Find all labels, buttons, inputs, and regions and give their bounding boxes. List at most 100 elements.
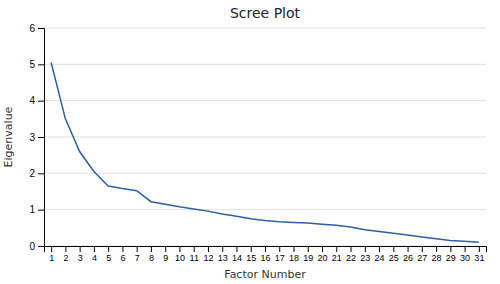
y-tick: 1: [29, 204, 44, 215]
x-tick: 15: [246, 246, 256, 263]
x-tick-label: 14: [232, 253, 242, 263]
x-tick-label: 18: [289, 253, 299, 263]
x-tick-mark: [151, 246, 152, 252]
x-tick-mark: [308, 246, 309, 252]
x-tick-mark: [436, 246, 437, 252]
y-tick-mark: [38, 137, 44, 138]
y-tick-label: 3: [29, 132, 35, 143]
y-tick-mark: [38, 173, 44, 174]
x-tick-label: 23: [360, 253, 370, 263]
title: Scree Plot: [230, 5, 301, 21]
x-tick-mark: [279, 246, 280, 252]
x-tick-mark: [422, 246, 423, 252]
grid-line: [44, 64, 486, 65]
x-tick: 11: [190, 246, 199, 263]
y-axis: 0123456: [29, 23, 44, 252]
x-tick-label: 6: [120, 253, 125, 263]
x-tick: 5: [106, 246, 111, 263]
x-tick: 8: [149, 246, 154, 263]
x-tick-label: 26: [403, 253, 413, 263]
x-tick: 22: [346, 246, 356, 263]
x-tick-mark: [265, 246, 266, 252]
grid: [44, 28, 486, 246]
x-axis: 1234567891011121314151617181920212223242…: [45, 246, 487, 263]
x-tick-label: 1: [49, 253, 54, 263]
grid-line: [44, 209, 486, 210]
x-tick-mark: [450, 246, 451, 252]
y-axis-line: [38, 29, 45, 247]
x-tick: 24: [375, 246, 385, 263]
y-tick-mark: [38, 28, 44, 29]
y-tick-label: 4: [29, 95, 35, 106]
x-tick-label: 8: [149, 253, 154, 263]
x-tick-label: 9: [163, 253, 168, 263]
x-tick: 27: [417, 246, 427, 263]
x-tick-mark: [108, 246, 109, 252]
x-tick-mark: [94, 246, 95, 252]
y-tick-label: 1: [29, 204, 35, 215]
line: [51, 63, 479, 243]
x-tick-mark: [322, 246, 323, 252]
x-tick-mark: [379, 246, 380, 252]
x-tick-mark: [65, 246, 66, 252]
x-tick: 31: [474, 246, 484, 263]
x-tick-mark: [222, 246, 223, 252]
y-tick: 6: [29, 23, 44, 34]
x-tick-label: 31: [474, 253, 484, 263]
x-tick-mark: [165, 246, 166, 252]
x-tick-label: 4: [92, 253, 97, 263]
y-tick-mark: [38, 246, 44, 247]
x-tick-label: 21: [332, 253, 342, 263]
x-tick: 17: [275, 246, 285, 263]
x-tick-mark: [194, 246, 195, 252]
x-tick: 10: [175, 246, 185, 263]
x-tick: 29: [446, 246, 456, 263]
y-tick-mark: [38, 210, 44, 211]
x-tick-label: 27: [417, 253, 427, 263]
x-tick: 25: [389, 246, 399, 263]
marks: [51, 63, 479, 243]
x-tick: 18: [289, 246, 299, 263]
x-tick-mark: [465, 246, 466, 252]
x-tick: 21: [332, 246, 342, 263]
x-tick-label: 22: [346, 253, 356, 263]
x-tick: 13: [218, 246, 228, 263]
x-tick: 23: [360, 246, 370, 263]
x-tick-label: 13: [218, 253, 228, 263]
x-tick-mark: [251, 246, 252, 252]
x-tick-label: 17: [275, 253, 285, 263]
x-tick: 7: [135, 246, 140, 263]
x-tick-label: 10: [175, 253, 185, 263]
x-tick: 1: [49, 246, 54, 263]
y-tick: 2: [29, 168, 44, 179]
x-tick: 4: [92, 246, 97, 263]
x-tick-mark: [294, 246, 295, 252]
y-tick-label: 2: [29, 168, 35, 179]
x-tick: 14: [232, 246, 242, 263]
x-tick-label: 3: [78, 253, 83, 263]
x-tick: 26: [403, 246, 413, 263]
x-tick-mark: [236, 246, 237, 252]
y-tick: 5: [29, 59, 44, 70]
chart: 1234567891011121314151617181920212223242…: [0, 0, 500, 284]
y-tick-mark: [38, 101, 44, 102]
x-tick-label: 7: [135, 253, 140, 263]
x-tick-mark: [179, 246, 180, 252]
x-tick-label: 24: [375, 253, 385, 263]
x-tick: 9: [163, 246, 168, 263]
y-tick-label: 6: [29, 23, 35, 34]
x-tick-label: 29: [446, 253, 456, 263]
grid-line: [44, 28, 486, 29]
grid-line: [44, 173, 486, 174]
x-axis-title: Factor Number: [224, 268, 306, 281]
x-tick-mark: [80, 246, 81, 252]
x-tick-label: 12: [203, 253, 213, 263]
x-tick-label: 16: [260, 253, 270, 263]
y-tick: 3: [29, 132, 44, 143]
y-axis-title: Eigenvalue: [2, 106, 15, 167]
grid-line: [44, 100, 486, 101]
x-tick: 12: [203, 246, 213, 263]
y-tick: 4: [29, 95, 44, 106]
x-tick: 3: [78, 246, 83, 263]
x-tick-mark: [393, 246, 394, 252]
